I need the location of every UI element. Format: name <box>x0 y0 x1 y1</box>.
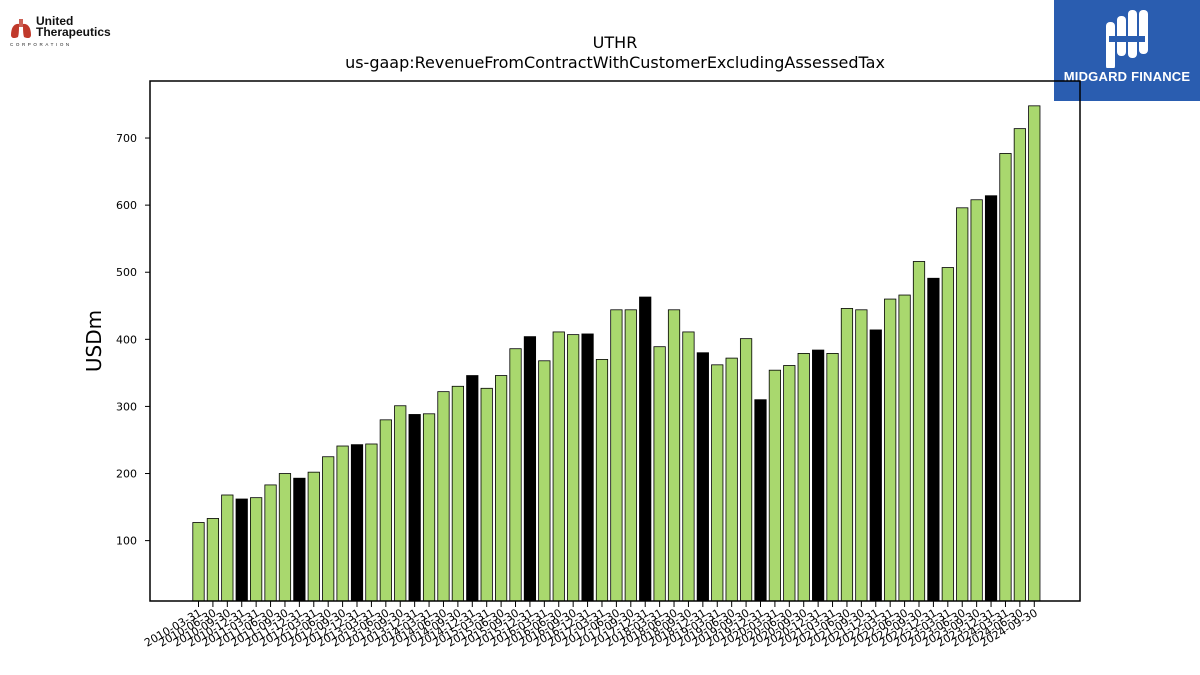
bar-2020-12-31 <box>812 349 825 602</box>
chart-title: UTHR <box>593 33 638 52</box>
bar-2010-03-31 <box>192 522 205 602</box>
bar-2012-12-31 <box>350 444 364 602</box>
bar-2011-09-30 <box>278 473 292 602</box>
y-tick-label: 700 <box>116 132 137 145</box>
y-tick-label: 400 <box>116 333 137 346</box>
united-therapeutics-logo: United Therapeutics CORPORATION <box>8 15 120 49</box>
bar-2023-03-31 <box>941 267 954 602</box>
y-tick-label: 300 <box>116 400 137 413</box>
chart-subtitle: us-gaap:RevenueFromContractWithCustomerE… <box>345 53 885 72</box>
bar-2013-12-31 <box>408 414 421 602</box>
bar-2019-12-31 <box>754 399 767 602</box>
bar-2014-12-31 <box>466 375 479 602</box>
midgard-finance-logo: MIDGARD FINANCE <box>1054 0 1200 101</box>
y-tick-label: 600 <box>116 199 137 212</box>
midgard-emblem-icon <box>1106 10 1148 70</box>
bar-2022-12-31 <box>927 277 940 602</box>
y-tick-label: 100 <box>116 535 137 548</box>
bar-2017-06-30 <box>610 309 623 602</box>
lungs-icon <box>11 19 31 39</box>
bar-2010-09-30 <box>221 494 234 602</box>
bar-2010-12-31 <box>235 498 248 602</box>
bar-2024-03-31 <box>999 153 1012 602</box>
bar-2020-03-31 <box>768 369 782 602</box>
x-axis: 2010-03-312010-06-302010-09-302010-12-31… <box>142 601 1040 650</box>
bar-2022-06-30 <box>898 294 911 602</box>
bar-2011-06-30 <box>264 484 277 602</box>
bar-2013-03-31 <box>365 443 378 602</box>
bar-2015-09-30 <box>509 348 522 602</box>
bar-2013-09-30 <box>394 405 407 602</box>
bar-2011-12-31 <box>293 477 306 602</box>
bars-group <box>192 105 1041 602</box>
bar-2023-12-31 <box>984 195 998 602</box>
y-axis-label: USDm <box>82 310 106 372</box>
bar-2014-09-30 <box>451 385 464 602</box>
bar-2020-06-30 <box>783 365 796 602</box>
bar-2024-06-30 <box>1013 128 1026 602</box>
bar-2019-09-30 <box>739 338 753 602</box>
bar-2014-03-31 <box>422 413 436 602</box>
bar-2020-09-30 <box>797 353 810 602</box>
bar-2017-09-30 <box>624 309 637 602</box>
y-axis: 100 200 300 400 500 600 700 <box>116 132 150 548</box>
y-tick-label: 500 <box>116 266 137 279</box>
bar-2012-03-31 <box>307 471 320 602</box>
bar-2022-03-31 <box>884 298 897 602</box>
plot-frame <box>149 80 1081 602</box>
logo-company-subtitle: CORPORATION <box>10 42 72 47</box>
bar-2023-06-30 <box>956 207 969 602</box>
bar-2016-06-30 <box>552 331 565 602</box>
bar-2021-12-31 <box>869 329 882 602</box>
y-tick-label: 200 <box>116 468 137 481</box>
bar-2015-12-31 <box>523 336 537 602</box>
bar-2017-03-31 <box>595 359 609 602</box>
bar-2015-06-30 <box>495 375 508 602</box>
bar-2024-09-30 <box>1028 105 1041 602</box>
bar-2021-03-31 <box>826 353 839 602</box>
bar-2012-09-30 <box>336 445 349 602</box>
bar-2022-09-30 <box>912 261 926 602</box>
logo-company-name: United Therapeutics <box>36 14 111 39</box>
bar-2010-06-30 <box>206 518 220 602</box>
bar-2018-12-31 <box>696 352 709 602</box>
bar-2016-03-31 <box>538 360 551 602</box>
bar-2014-06-30 <box>437 391 450 602</box>
bar-2015-03-31 <box>480 387 493 602</box>
bar-2011-03-31 <box>250 497 263 602</box>
bar-2016-12-31 <box>581 333 594 602</box>
bar-2019-06-30 <box>725 357 738 602</box>
bar-2017-12-31 <box>639 296 652 602</box>
bar-2016-09-30 <box>567 334 580 602</box>
logo-brand-name: MIDGARD FINANCE <box>1063 69 1191 84</box>
bar-2013-06-30 <box>379 419 392 602</box>
bar-2018-03-31 <box>653 346 666 602</box>
bar-2018-06-30 <box>667 309 681 602</box>
bar-2012-06-30 <box>322 456 335 602</box>
bar-2023-09-30 <box>970 199 983 602</box>
bar-2021-09-30 <box>855 309 868 602</box>
bar-2018-09-30 <box>682 331 695 602</box>
bar-2021-06-30 <box>840 308 854 602</box>
bar-2019-03-31 <box>711 364 724 602</box>
